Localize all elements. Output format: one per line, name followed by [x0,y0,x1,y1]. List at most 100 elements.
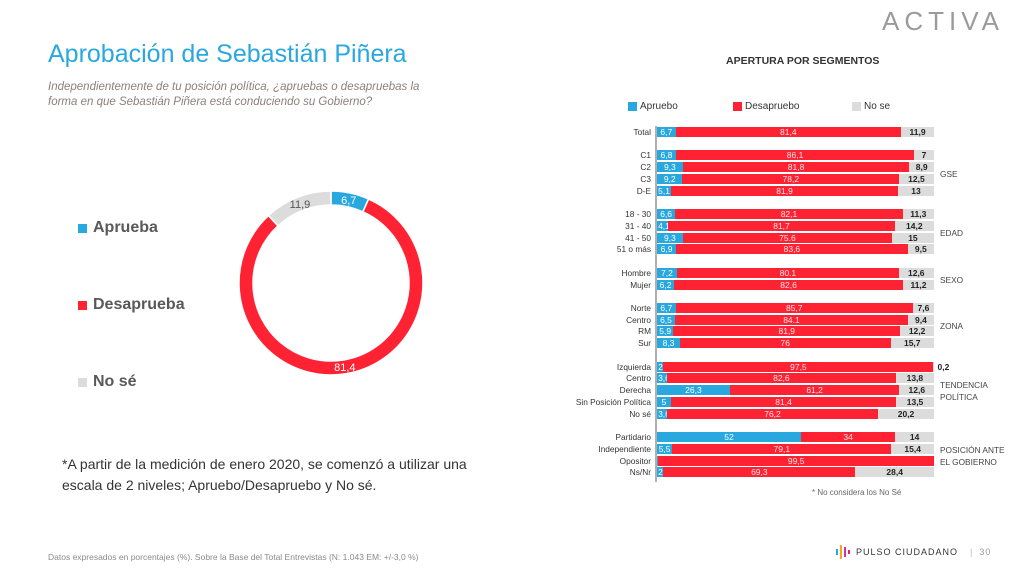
bar-value-label: 5,9 [659,326,672,337]
donut-value-label: 6,7 [341,195,356,207]
bar-apruebo [657,267,677,278]
row-label: Norte [630,302,651,313]
bar-nose [895,373,934,384]
legend-swatch [78,300,87,310]
group-label: GSE [940,168,958,179]
row-label: Mujer [630,279,651,290]
bar-nose [897,185,934,196]
bar-value-label: 82,6 [780,279,797,290]
legend-swatch [78,223,87,233]
bar-value-label: 11,9 [909,127,926,137]
bar-value-label: 7,2 [661,267,673,278]
bar-apruebo [657,361,664,372]
row-label: Sin Posición Política [575,396,651,407]
chart-legend-nose: No se [852,101,890,112]
donut-chart: 6,7 81,4 11,9 [238,190,424,376]
bar-value-label: 97,5 [790,361,807,372]
row-label: 51 o más [616,244,651,255]
bar-value-label: 11,2 [910,279,927,290]
bar-value-label: 81,7 [773,220,790,231]
bar-nose [901,127,934,137]
row-label: Ns/Nr [629,467,651,478]
bar-value-label: 5 [661,396,667,407]
bar-desapruebo [666,408,879,419]
legend-nose: No sé [78,373,137,391]
bar-value-label: 26,3 [685,385,702,396]
bar-apruebo [657,127,676,137]
bar-value-label: 6,7 [660,127,673,137]
bar-value-label: 9,5 [914,244,927,255]
bar-value-label: 12,6 [908,385,926,396]
bar-nose [912,302,934,313]
row-label: Derecha [619,385,651,396]
page-number: 30 [979,547,992,557]
legend-label: Apruebo [640,101,678,112]
row-label: C1 [640,150,651,161]
bar-value-label: 11,3 [910,209,927,219]
bar-value-label: 81,9 [776,185,793,196]
bar-nose [898,267,934,278]
bar-value-label: 14,2 [906,220,923,231]
donut-value-label: 81,4 [334,362,355,374]
bar-apruebo [657,185,672,196]
bar-apruebo [657,396,671,407]
bar-apruebo [657,443,673,454]
chart-legend-desapruebo: Desapruebo [733,101,799,112]
bar-desapruebo [658,455,934,466]
legend-label: Desapruebo [745,101,800,112]
bar-value-label: 13,5 [906,396,924,407]
bar-value-label: 15,4 [904,443,921,454]
bar-value-label: 82,1 [780,209,798,219]
bar-value-label: 34 [843,432,853,442]
bar-apruebo [657,326,674,337]
bar-value-label: 6,6 [660,209,673,219]
row-label: 41 - 50 [625,232,651,243]
bar-value-label: 76 [780,338,790,349]
bar-desapruebo [674,279,903,290]
bar-desapruebo [675,209,903,219]
legend-aprueba: Aprueba [78,219,158,237]
bar-apruebo [657,173,683,184]
bar-value-label: 4,1 [658,220,670,231]
bar-nose [933,361,934,372]
bar-value-label: 12,6 [907,267,925,278]
bar-nose [895,432,934,442]
bar-nose [894,220,934,231]
bar-value-label: 9,3 [663,232,676,243]
donut-slice-1 [238,198,424,376]
donut-value-label: 11,9 [290,199,311,211]
bar-desapruebo [675,302,913,313]
legend-label: Aprueba [93,219,158,236]
bar-apruebo [657,279,675,290]
bar-value-label: 82,6 [773,373,790,384]
bar-value-label: 13 [911,185,921,196]
bar-apruebo [657,314,675,325]
bar-desapruebo [675,150,915,161]
row-label: 31 - 40 [625,220,651,231]
row-label: Independiente [598,443,651,454]
bar-value-label: 15,7 [903,338,921,349]
brand-name: PULSO CIUDADANO [856,547,959,557]
bar-value-label: 78,2 [782,173,800,184]
footer-note: Datos expresados en porcentajes (%). Sob… [48,552,419,562]
bar-value-label: 79,1 [773,443,791,454]
row-label: D-E [636,185,651,196]
divider: | [970,547,974,557]
row-label: Centro [626,314,651,325]
row-label: Hombre [621,267,651,278]
bar-value-label: 83,6 [783,244,801,255]
bar-value-label: 28,4 [886,467,903,478]
chart-legend-apruebo: Apruebo [628,101,678,112]
group-label: SEXO [940,274,964,285]
bar-apruebo [657,302,676,313]
row-label: C2 [640,162,651,173]
bar-value-label: 81,4 [780,127,797,137]
legend-label: No se [864,101,891,112]
bar-apruebo [657,432,802,442]
bar-value-label: 6,7 [660,302,673,313]
pulso-logo-icon [836,545,850,559]
bar-desapruebo [668,220,895,231]
legend-swatch [628,102,637,111]
bar-value-label: 20,2 [897,408,915,419]
bar-value-label: 6,9 [660,244,673,255]
